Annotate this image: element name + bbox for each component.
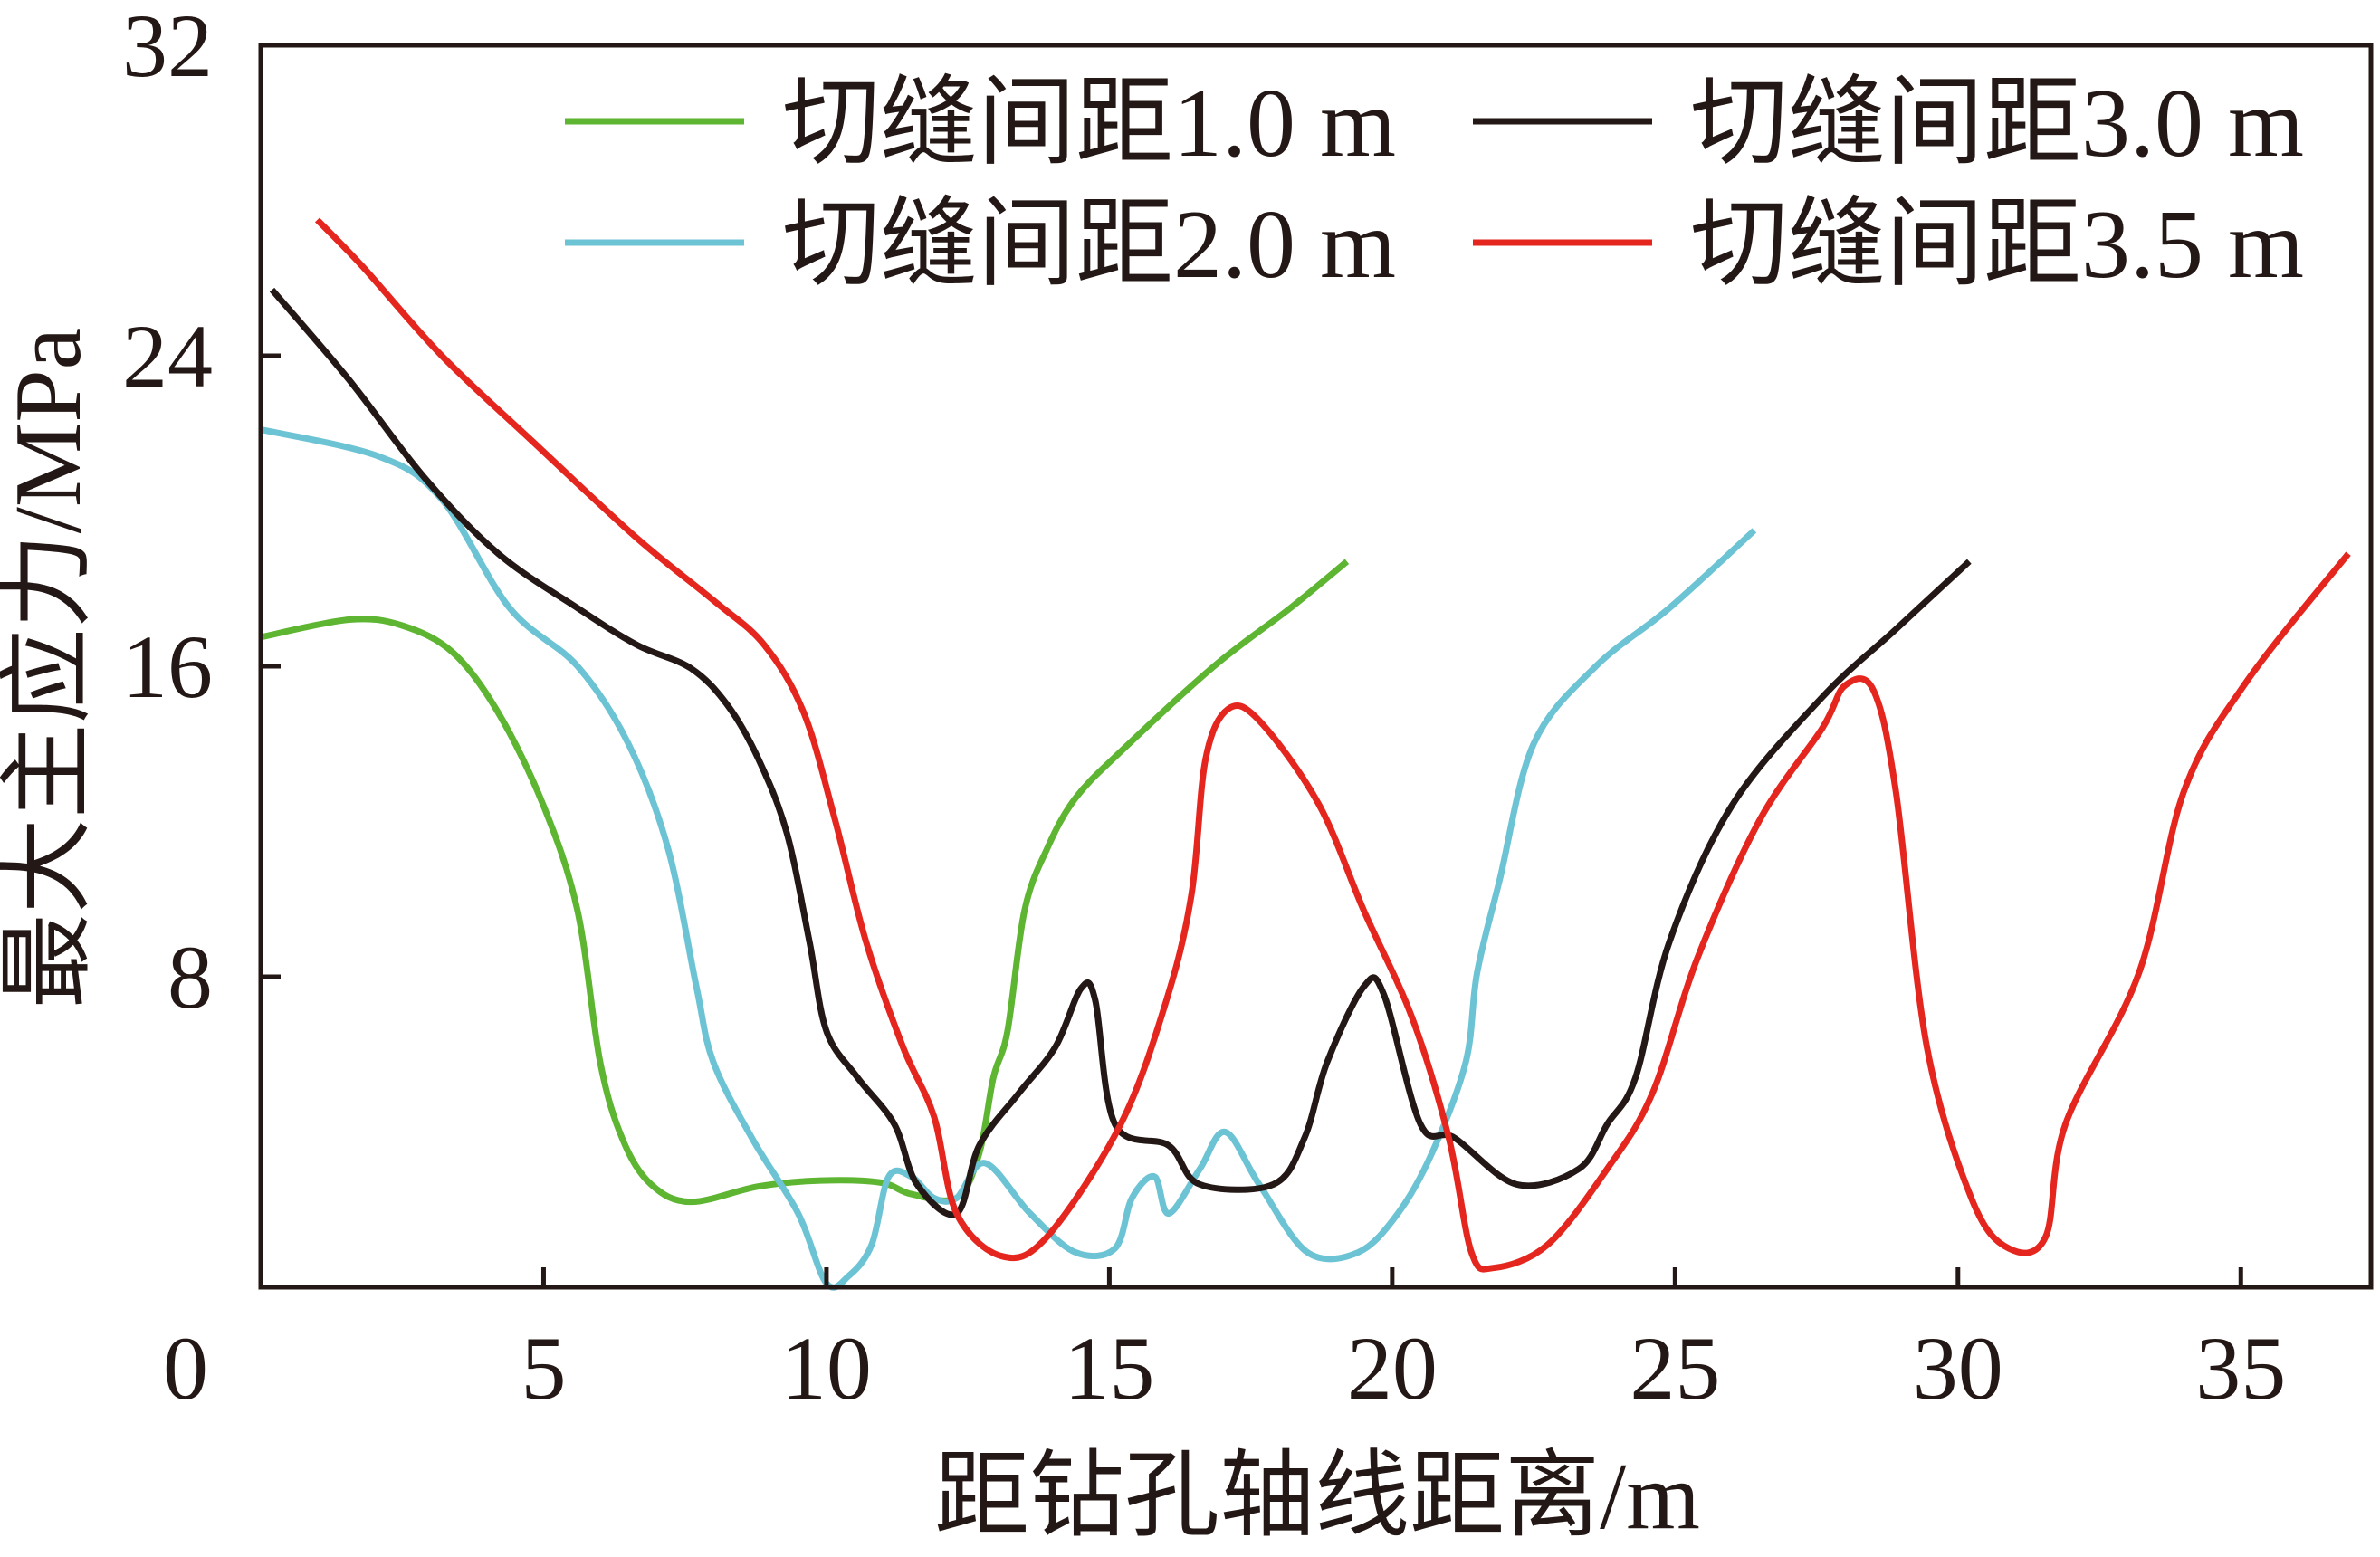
- legend-label: 切缝间距1.0 m: [782, 70, 1396, 177]
- series-layer: [260, 217, 2351, 1291]
- series-line-1: [260, 426, 1757, 1291]
- origin-label: 0: [163, 1318, 208, 1418]
- legend-label: 切缝间距3.5 m: [1690, 191, 2304, 299]
- series-line-2: [269, 287, 1972, 1218]
- legend-label: 切缝间距2.0 m: [782, 191, 1396, 299]
- x-tick-label: 20: [1347, 1318, 1438, 1418]
- x-tick-label: 15: [1064, 1318, 1154, 1418]
- legend-label: 切缝间距3.0 m: [1690, 70, 2304, 177]
- x-tick-label: 10: [781, 1318, 872, 1418]
- y-tick-label: 32: [122, 0, 213, 96]
- legend: 切缝间距1.0 m 切缝间距2.0 m 切缝间距3.0 m 切缝间距3.5 m: [565, 70, 2304, 299]
- y-tick-label: 16: [122, 616, 213, 717]
- x-axis-title: 距钻孔轴线距离/m: [934, 1443, 1700, 1549]
- series-line-3: [314, 217, 2351, 1273]
- x-tick-label: 30: [1913, 1318, 2003, 1418]
- x-tick-label: 5: [521, 1318, 566, 1418]
- y-tick-label: 8: [167, 927, 213, 1027]
- series-line-0: [260, 559, 1350, 1206]
- x-tick-label: 35: [2195, 1318, 2286, 1418]
- y-tick-label: 24: [122, 306, 213, 406]
- x-tick-label: 25: [1630, 1318, 1720, 1418]
- ticks-layer: 5 10 15 20 25 30 35 8 16 24 32: [122, 0, 2286, 1418]
- y-axis-title: 最大主应力/MPa: [0, 328, 100, 1009]
